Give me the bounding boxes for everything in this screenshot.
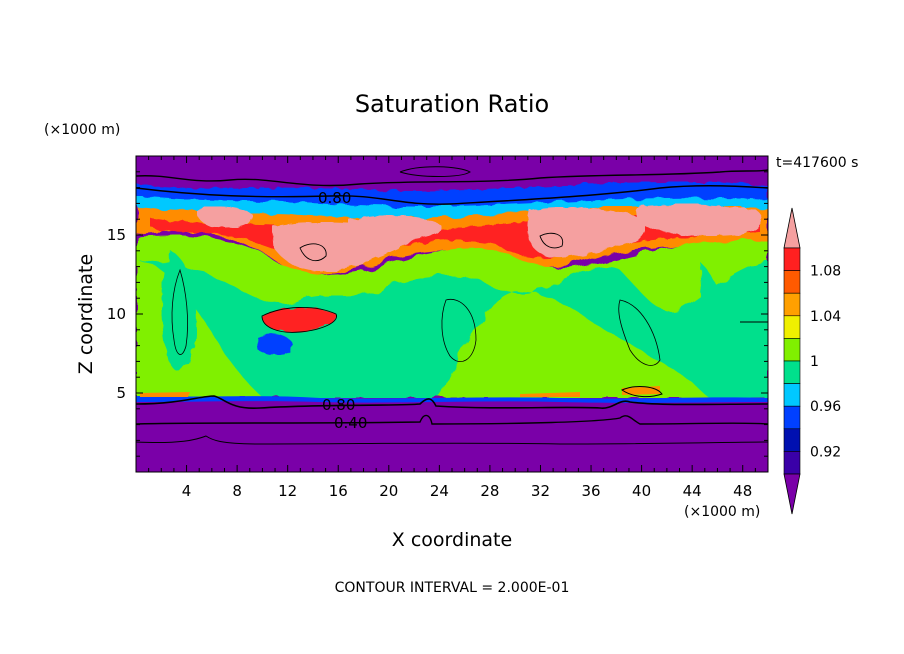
colorbar-tick-label: 1.04 <box>810 309 841 325</box>
x-tick-label: 20 <box>379 482 398 500</box>
field-green-plume-2 <box>700 262 742 385</box>
colorbar: 0.92 0.96 1 1.04 1.08 <box>783 207 841 515</box>
colorbar-swatch <box>783 405 801 430</box>
x-tick-label: 32 <box>531 482 550 500</box>
colorbar-tick-label: 1 <box>810 354 819 370</box>
x-unit-label: (×1000 m) <box>684 504 760 520</box>
contour-line-boundary-2 <box>136 414 768 425</box>
contour-line-mid-5 <box>299 243 327 262</box>
x-tick-label: 24 <box>430 482 449 500</box>
y-tick-label: 5 <box>116 384 126 402</box>
colorbar-arrow-bottom <box>783 473 801 515</box>
x-tick-label: 48 <box>733 482 752 500</box>
colorbar-swatch <box>783 270 801 294</box>
field-green-plume-1 <box>161 250 197 371</box>
field-green-region <box>136 260 768 398</box>
field-mid-blue <box>256 333 294 355</box>
field-boundary-orange-1 <box>140 392 190 397</box>
x-tick-label: 16 <box>329 482 348 500</box>
colorbar-tick-label: 1.08 <box>810 264 841 280</box>
time-label: t=417600 s <box>776 155 858 171</box>
x-tick-label: 4 <box>182 482 192 500</box>
colorbar-swatch <box>783 292 801 317</box>
x-tick-label: 12 <box>278 482 297 500</box>
x-tick-label: 8 <box>232 482 242 500</box>
y-tick-label: 10 <box>107 305 126 323</box>
y-tick-label: 15 <box>107 226 126 244</box>
colorbar-swatch <box>783 315 801 339</box>
colorbar-swatch <box>783 360 801 384</box>
x-tick-label: 36 <box>581 482 600 500</box>
field-ice-supersat-4 <box>348 215 442 241</box>
contour-line-mid-6 <box>539 232 564 249</box>
colorbar-swatch <box>783 338 801 362</box>
colorbar-swatch <box>783 428 801 452</box>
colorbar-swatch <box>783 383 801 407</box>
colorbar-tick-label: 0.96 <box>810 399 841 415</box>
y-unit-label: (×1000 m) <box>44 122 120 138</box>
x-tick-label: 44 <box>683 482 702 500</box>
x-axis-ticks: 4 8 12 16 20 24 28 32 36 40 44 48 <box>148 156 756 500</box>
y-axis-title: Z coordinate <box>75 254 97 374</box>
field-boundary-orange-2 <box>520 392 580 397</box>
colorbar-swatch <box>783 247 801 271</box>
contour-line-upper-3 <box>399 166 471 177</box>
contour-line-mid-4 <box>261 306 337 333</box>
colorbar-swatch <box>783 451 801 475</box>
x-tick-label: 40 <box>632 482 651 500</box>
saturation-field: 0.80 0.80 0.40 <box>136 156 768 472</box>
field-boundary-layer <box>136 396 768 472</box>
contour-line-mid-1 <box>171 268 188 355</box>
field-boundary-orange-3 <box>622 386 660 395</box>
contour-line-upper-2 <box>136 185 768 205</box>
colorbar-arrow-top <box>783 207 801 249</box>
contour-label-2: 0.80 <box>322 396 355 414</box>
contour-line-mid-3 <box>618 299 661 366</box>
field-stratosphere <box>136 156 768 188</box>
field-ice-supersat-2 <box>527 207 645 258</box>
chart-title: Saturation Ratio <box>355 90 549 118</box>
contour-line-boundary-3 <box>136 435 768 445</box>
field-mid-red <box>262 307 337 333</box>
contour-line-mid-2 <box>441 298 477 362</box>
contour-label-3: 0.40 <box>334 414 367 432</box>
x-tick-label: 28 <box>480 482 499 500</box>
contour-line-boundary-1 <box>136 395 768 409</box>
contour-interval-footer: CONTOUR INTERVAL = 2.000E-01 <box>335 580 570 596</box>
contour-line-upper-1 <box>136 169 768 187</box>
field-ice-supersat-3 <box>635 203 762 236</box>
contour-line-mid-7 <box>620 386 663 398</box>
colorbar-tick-label: 0.92 <box>810 444 841 460</box>
contour-label-1: 0.80 <box>318 189 351 207</box>
field-boundary-blue <box>136 396 768 403</box>
field-ice-supersat-5 <box>196 206 253 228</box>
y-axis-ticks: 5 10 15 <box>107 171 768 457</box>
x-axis-title: X coordinate <box>392 529 512 551</box>
